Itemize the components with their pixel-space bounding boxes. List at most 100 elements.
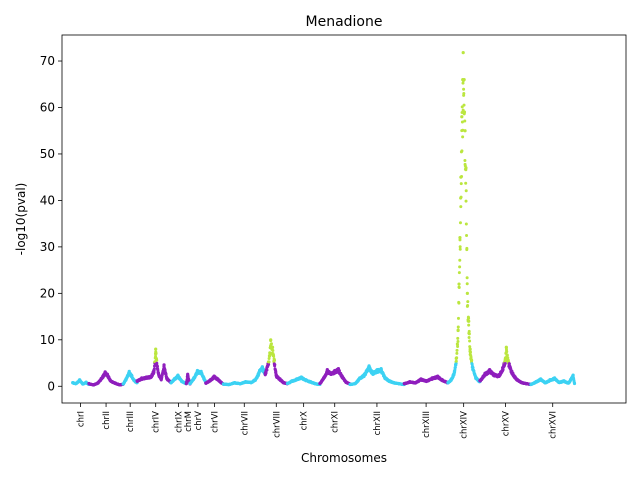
data-point: [162, 364, 166, 368]
data-point: [458, 245, 462, 249]
data-point: [461, 128, 465, 132]
data-point: [267, 357, 271, 361]
chromosome-label: chrVI: [211, 411, 221, 433]
data-point: [154, 352, 158, 356]
data-point: [460, 149, 464, 153]
points-layer: [71, 51, 577, 387]
data-point: [462, 103, 466, 107]
data-point: [463, 110, 467, 114]
data-point: [272, 354, 276, 358]
data-point: [458, 265, 462, 269]
data-point: [459, 182, 463, 186]
data-point: [456, 325, 460, 329]
data-point: [505, 353, 509, 357]
data-point: [465, 233, 469, 237]
data-point: [457, 271, 461, 275]
data-point: [457, 285, 461, 289]
chromosome-label: chrXVI: [549, 411, 559, 439]
data-point: [465, 246, 469, 250]
chromosome-label: chrM: [184, 411, 194, 432]
data-point: [337, 369, 341, 373]
data-point: [465, 276, 469, 280]
data-point: [456, 345, 460, 349]
data-point: [463, 158, 467, 162]
data-point: [458, 235, 462, 240]
y-tick-label: 0: [47, 379, 55, 393]
data-point: [505, 350, 509, 354]
data-point: [453, 365, 457, 369]
chromosome-label: chrIV: [152, 411, 162, 433]
y-tick-label: 70: [40, 54, 55, 68]
data-point: [455, 351, 459, 355]
data-point: [462, 91, 466, 95]
data-point: [456, 328, 460, 332]
data-point: [464, 181, 468, 185]
data-point: [461, 135, 465, 139]
data-point: [460, 111, 464, 115]
plot-frame: [61, 34, 627, 404]
data-point: [456, 316, 460, 320]
data-point: [467, 329, 471, 333]
data-point: [506, 356, 510, 360]
data-point: [264, 371, 268, 375]
data-point: [464, 222, 468, 226]
data-point: [456, 336, 460, 340]
y-tick-label: 60: [40, 100, 55, 114]
chromosome-label: chrVII: [240, 411, 250, 435]
x-axis: chrI chrII chrIII chrIV chrIX chrM chrV chrVI ch…: [77, 403, 559, 439]
data-point: [460, 175, 464, 179]
data-point: [463, 119, 467, 123]
data-point: [459, 195, 463, 199]
data-point: [457, 301, 461, 305]
chromosome-label: chrV: [194, 411, 204, 431]
data-point: [468, 345, 472, 349]
data-point: [461, 81, 465, 85]
data-point: [462, 87, 466, 91]
data-point: [465, 282, 469, 286]
data-point: [503, 359, 507, 363]
chromosome-label: chrVIII: [272, 411, 282, 438]
y-tick-label: 20: [40, 286, 55, 300]
data-point: [459, 205, 463, 209]
chromosome-label: chrII: [102, 411, 112, 430]
data-point: [455, 348, 459, 352]
plot-area-background: [62, 35, 626, 403]
y-tick-label: 50: [40, 147, 55, 161]
chart-title: Menadione: [306, 14, 383, 30]
data-point: [271, 348, 275, 352]
data-point: [265, 368, 269, 372]
data-point: [458, 221, 462, 225]
data-point: [460, 115, 464, 119]
data-point: [155, 364, 159, 368]
data-point: [155, 361, 159, 365]
y-axis-title: -log10(pval): [14, 183, 28, 256]
series-chrVIII: [263, 338, 290, 386]
series-chrX: [285, 375, 322, 387]
data-point: [460, 120, 464, 124]
chromosome-label: chrXI: [331, 411, 341, 433]
chromosome-label: chrXV: [501, 411, 511, 436]
data-point: [154, 357, 158, 361]
data-point: [268, 351, 272, 355]
data-point: [466, 319, 470, 323]
data-point: [154, 354, 158, 358]
series-chrV: [188, 368, 208, 386]
data-point: [454, 359, 458, 363]
data-point: [464, 189, 468, 193]
data-point: [467, 316, 471, 320]
data-point: [267, 360, 271, 364]
data-point: [463, 164, 467, 168]
data-point: [466, 300, 470, 304]
data-point: [269, 339, 273, 343]
data-point: [471, 364, 475, 368]
chromosome-label: chrXIV: [460, 411, 470, 439]
data-point: [463, 129, 467, 133]
data-point: [267, 362, 271, 366]
data-point: [458, 238, 462, 242]
data-point: [456, 339, 460, 343]
chromosome-label: chrXII: [373, 411, 383, 435]
chromosome-label: chrX: [300, 411, 310, 431]
series-chrXII: [348, 364, 406, 387]
data-point: [273, 363, 277, 367]
